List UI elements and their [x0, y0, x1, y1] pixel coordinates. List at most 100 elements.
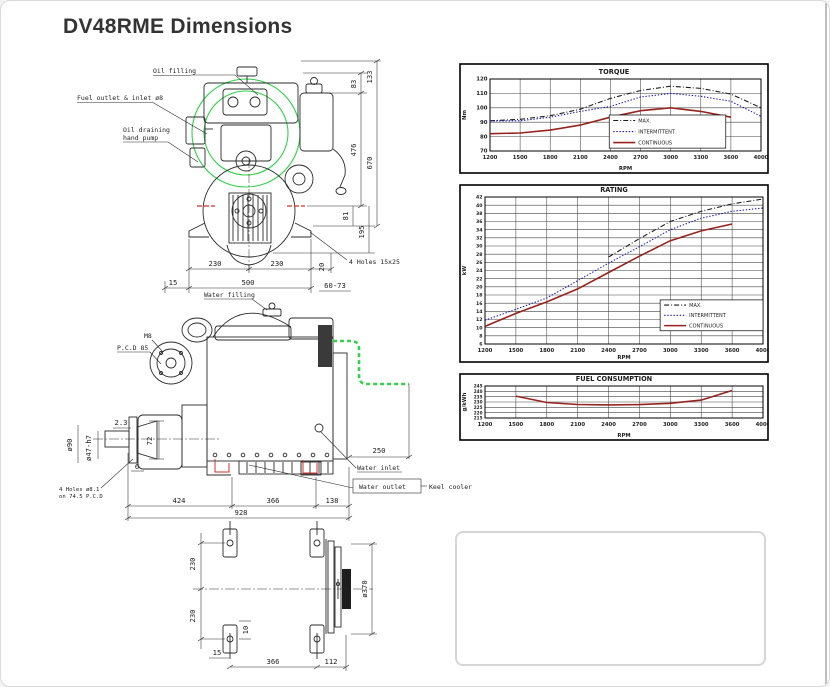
dim-81: 81: [341, 212, 350, 221]
keel-cooler-pipe: [333, 339, 409, 386]
dim-366-bottom: 366: [267, 657, 280, 666]
dim-424: 424: [173, 496, 186, 505]
svg-text:70: 70: [480, 149, 488, 155]
dim-230-lower: 230: [188, 610, 197, 623]
dim-o90: ø90: [65, 439, 74, 452]
svg-text:3600: 3600: [725, 422, 740, 428]
label-oil-draining: Oil draining: [123, 126, 170, 134]
svg-text:3300: 3300: [694, 348, 709, 354]
svg-text:3600: 3600: [724, 155, 739, 161]
side-view-leaders: [100, 339, 427, 494]
svg-text:2400: 2400: [603, 155, 618, 161]
svg-text:MAX.: MAX.: [638, 118, 651, 124]
dim-476: 476: [349, 144, 358, 157]
svg-text:TORQUE: TORQUE: [599, 68, 630, 76]
svg-text:28: 28: [476, 252, 483, 258]
svg-text:4000: 4000: [754, 155, 769, 161]
label-4-holes-81: 4 Holes ø8.1: [59, 487, 99, 493]
svg-text:110: 110: [476, 91, 488, 97]
svg-text:40: 40: [476, 203, 483, 209]
dim-15: 15: [169, 278, 178, 287]
svg-text:2100: 2100: [570, 348, 585, 354]
dim-10: 10: [241, 626, 250, 635]
svg-text:20: 20: [476, 285, 483, 291]
svg-text:kW: kW: [462, 266, 468, 276]
dim-928: 928: [235, 508, 248, 517]
dim-60-73: 60-73: [324, 281, 346, 290]
svg-text:1500: 1500: [513, 155, 528, 161]
svg-text:2100: 2100: [573, 155, 588, 161]
svg-text:18: 18: [476, 293, 483, 299]
svg-text:120: 120: [476, 77, 488, 83]
svg-text:22: 22: [476, 276, 483, 282]
torque-chart: TORQUE 70 80 90 100 110 120 1200 1500 1800 2100 240…: [459, 63, 769, 174]
svg-text:10: 10: [476, 325, 483, 331]
svg-text:Nm: Nm: [462, 110, 468, 120]
svg-text:3600: 3600: [725, 348, 740, 354]
svg-text:100: 100: [476, 106, 488, 112]
bottom-view-linework: [222, 521, 351, 659]
dim-83: 83: [349, 80, 358, 89]
svg-text:RPM: RPM: [619, 166, 632, 172]
svg-text:38: 38: [476, 211, 483, 217]
svg-text:INTERMITTENT: INTERMITTENT: [638, 129, 676, 135]
svg-text:215: 215: [474, 416, 483, 421]
dim-2-3: 2.3: [115, 418, 128, 427]
svg-text:3000: 3000: [663, 155, 678, 161]
dim-230-right: 230: [271, 259, 284, 268]
svg-text:42: 42: [476, 195, 483, 201]
svg-text:2400: 2400: [601, 422, 616, 428]
svg-text:RATING: RATING: [600, 186, 628, 194]
dim-o47-h7: ø47-h7: [84, 435, 93, 461]
svg-text:245: 245: [474, 384, 483, 389]
dim-230-left: 230: [209, 259, 222, 268]
dim-230-upper: 230: [188, 558, 197, 571]
svg-text:1200: 1200: [478, 422, 493, 428]
svg-text:RPM: RPM: [617, 433, 630, 439]
dim-o370: ø370: [360, 580, 369, 597]
dim-72: 72: [145, 437, 154, 446]
side-view-linework: [104, 302, 348, 476]
dim-112: 112: [325, 657, 338, 666]
side-view-red-marks: [214, 459, 318, 474]
dim-6: 6: [135, 462, 139, 471]
right-edge-divider: [825, 1, 827, 686]
svg-text:2700: 2700: [632, 348, 647, 354]
svg-text:CONTINUOUS: CONTINUOUS: [638, 140, 672, 146]
label-water-inlet: Water inlet: [357, 464, 400, 472]
svg-text:14: 14: [476, 309, 483, 315]
svg-text:80: 80: [480, 134, 488, 140]
front-view-leaders: [77, 74, 348, 311]
svg-text:FUEL CONSUMPTION: FUEL CONSUMPTION: [576, 375, 652, 383]
side-view-dimension-lines: [77, 384, 413, 521]
svg-text:225: 225: [474, 405, 483, 410]
dim-250: 250: [373, 446, 386, 455]
svg-text:2700: 2700: [633, 155, 648, 161]
svg-text:2400: 2400: [601, 348, 616, 354]
bottom-view-dimension-lines: [197, 533, 377, 671]
svg-text:90: 90: [480, 120, 488, 126]
label-water-filling: Water filling: [204, 291, 255, 299]
svg-text:MAX.: MAX.: [689, 303, 702, 309]
dim-195: 195: [357, 226, 366, 239]
svg-text:34: 34: [476, 227, 483, 233]
label-keel-cooler: Keel cooler: [429, 483, 472, 491]
svg-text:3300: 3300: [693, 155, 708, 161]
svg-text:24: 24: [476, 268, 483, 274]
svg-text:32: 32: [476, 236, 483, 242]
label-745-pcd: on 74.5 P.C.D: [59, 494, 103, 500]
svg-text:1500: 1500: [509, 348, 524, 354]
dim-15-bottom: 15: [213, 648, 222, 657]
label-m8: M8: [144, 332, 152, 340]
svg-text:1800: 1800: [539, 348, 554, 354]
svg-text:2100: 2100: [570, 422, 585, 428]
front-view-dimension-lines: [161, 58, 381, 293]
label-fuel-outlet-inlet: Fuel outlet & inlet ø8: [77, 94, 163, 102]
svg-text:16: 16: [476, 301, 483, 307]
svg-text:6: 6: [479, 342, 483, 348]
front-view-linework: [185, 66, 347, 266]
svg-text:1800: 1800: [543, 155, 558, 161]
dim-20: 20: [317, 263, 326, 272]
rating-chart: RATING 6 8 10 12 14 16 18 20 22 24 26 28 30 32 34 36 38 40…: [459, 184, 771, 363]
